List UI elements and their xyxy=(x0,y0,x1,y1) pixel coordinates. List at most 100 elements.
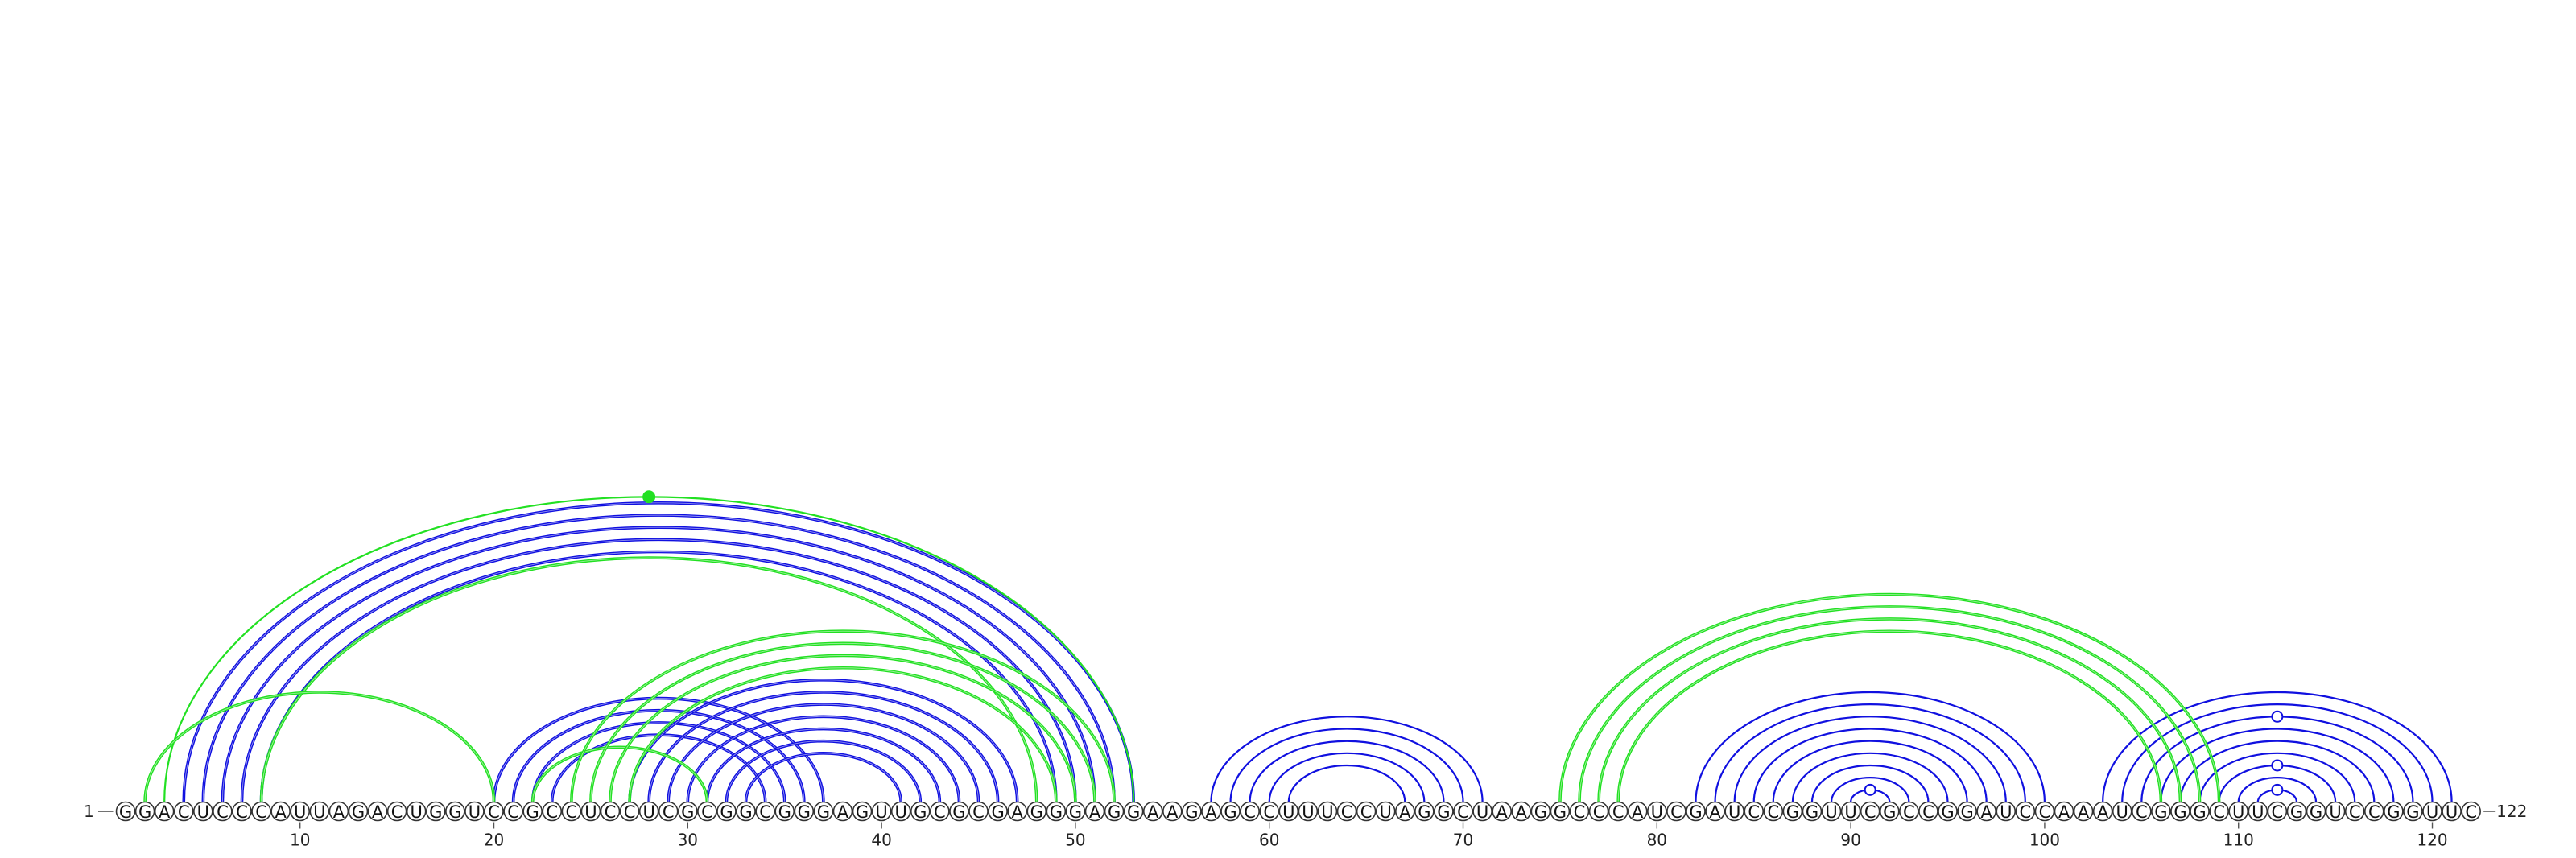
nucleotide-58: G xyxy=(1220,801,1241,822)
arc-highlight-75-109 xyxy=(1559,594,2220,802)
nucleotide-3: A xyxy=(154,801,175,822)
nucleotide-circle xyxy=(988,801,1008,822)
nucleotide-48: G xyxy=(1026,801,1047,822)
nucleotide-88: G xyxy=(1802,801,1823,822)
nucleotide-32: G xyxy=(716,801,737,822)
nucleotide-letter: C xyxy=(1767,802,1779,822)
nucleotide-letter: G xyxy=(1050,802,1063,822)
nucleotide-circle xyxy=(542,801,563,822)
nucleotide-57: A xyxy=(1201,801,1221,822)
nucleotide-circle xyxy=(1879,801,1900,822)
tick-70: 70 xyxy=(1453,822,1473,850)
arc-blue-hairpin-57-61-67 xyxy=(1287,764,1406,802)
nucleotide-circle xyxy=(270,801,291,822)
nucleotide-circle xyxy=(2015,801,2036,822)
nucleotide-letter: G xyxy=(429,802,442,822)
marker-open-dot-111-113 xyxy=(2271,783,2284,796)
nucleotide-letter: C xyxy=(663,802,675,822)
nucleotide-38: A xyxy=(832,801,853,822)
nucleotide-letter: G xyxy=(526,802,539,822)
nucleotide-circle xyxy=(871,801,892,822)
nucleotide-circle xyxy=(1375,801,1396,822)
nucleotide-letter: U xyxy=(1321,802,1333,822)
arc-highlight-30-44 xyxy=(687,716,960,802)
nucleotide-letter: C xyxy=(566,802,578,822)
arc-highlight-24-52 xyxy=(571,630,1115,802)
nucleotide-letter: U xyxy=(2446,802,2458,822)
nucleotide-109: C xyxy=(2209,801,2229,822)
nucleotide-circle xyxy=(638,801,659,822)
nucleotide-circle xyxy=(1938,801,1958,822)
nucleotide-98: U xyxy=(1996,801,2017,822)
nucleotide-circle xyxy=(1666,801,1686,822)
nucleotide-circle xyxy=(678,801,698,822)
nucleotide-104: U xyxy=(2112,801,2132,822)
tick-120: 120 xyxy=(2417,822,2448,850)
nucleotide-112: C xyxy=(2267,801,2288,822)
nucleotide-49: G xyxy=(1046,801,1067,822)
nucleotide-105: C xyxy=(2132,801,2152,822)
nucleotide-circle xyxy=(1084,801,1105,822)
nucleotide-5: U xyxy=(193,801,213,822)
nucleotide-circle xyxy=(794,801,815,822)
nucleotide-37: G xyxy=(813,801,834,822)
sequence-start-label: 1 xyxy=(84,802,94,821)
nucleotide-119: G xyxy=(2403,801,2423,822)
nucleotide-letter: G xyxy=(798,802,811,822)
nucleotide-60: C xyxy=(1259,801,1280,822)
tick-label: 100 xyxy=(2029,831,2060,850)
nucleotide-circle xyxy=(2461,801,2481,822)
nucleotide-letter: A xyxy=(1147,802,1159,822)
nucleotide-8: C xyxy=(251,801,271,822)
nucleotide-19: U xyxy=(464,801,485,822)
nucleotide-circle xyxy=(658,801,679,822)
nucleotide-letter: A xyxy=(1399,802,1411,822)
nucleotide-letter: U xyxy=(2116,802,2128,822)
nucleotide-circle xyxy=(1550,801,1571,822)
nucleotide-letter: C xyxy=(488,802,500,822)
nucleotide-letter: U xyxy=(1825,802,1837,822)
nucleotide-letter: G xyxy=(778,802,791,822)
nucleotide-33: G xyxy=(736,801,756,822)
arc-markers xyxy=(642,490,2284,796)
nucleotide-circle xyxy=(1840,801,1861,822)
nucleotide-letter: U xyxy=(411,802,423,822)
nucleotide-11: U xyxy=(309,801,330,822)
nucleotide-6: C xyxy=(213,801,233,822)
nucleotide-circle xyxy=(2151,801,2171,822)
nucleotide-28: U xyxy=(638,801,659,822)
nucleotide-letter: C xyxy=(2039,802,2051,822)
tick-label: 90 xyxy=(1840,831,1860,850)
nucleotide-90: U xyxy=(1840,801,1861,822)
nucleotide-letter: G xyxy=(817,802,830,822)
nucleotide-55: A xyxy=(1162,801,1183,822)
nucleotide-circle xyxy=(1356,801,1377,822)
nucleotide-letter: U xyxy=(2232,802,2244,822)
arc-blue-hairpin-82-82-100 xyxy=(1695,691,2046,802)
nucleotide-circle xyxy=(406,801,427,822)
nucleotide-14: A xyxy=(367,801,388,822)
nucleotide-50: G xyxy=(1065,801,1086,822)
nucleotide-95: G xyxy=(1938,801,1958,822)
nucleotide-letter: C xyxy=(1457,802,1469,822)
nucleotide-circle xyxy=(910,801,931,822)
nucleotide-7: C xyxy=(232,801,252,822)
nucleotide-115: U xyxy=(2325,801,2346,822)
nucleotide-letter: A xyxy=(1709,802,1721,822)
nucleotide-circle xyxy=(2054,801,2074,822)
arc-blue-hairpin-82-83-99 xyxy=(1714,703,2026,802)
nucleotide-42: G xyxy=(910,801,931,822)
nucleotide-letter: A xyxy=(372,802,384,822)
nucleotide-113: G xyxy=(2286,801,2307,822)
nucleotide-circle xyxy=(1317,801,1338,822)
nucleotide-120: U xyxy=(2422,801,2442,822)
nucleotide-letter: C xyxy=(759,802,771,822)
tick-110: 110 xyxy=(2223,822,2254,850)
nucleotide-118: G xyxy=(2384,801,2404,822)
marker-filled-dot-3-53 xyxy=(642,490,656,504)
nucleotide-letter: A xyxy=(1089,802,1101,822)
nucleotide-circle xyxy=(445,801,465,822)
arc-blue-hairpin-82-85-97 xyxy=(1752,728,1988,802)
nucleotide-circle xyxy=(968,801,989,822)
nucleotide-78: C xyxy=(1608,801,1629,822)
